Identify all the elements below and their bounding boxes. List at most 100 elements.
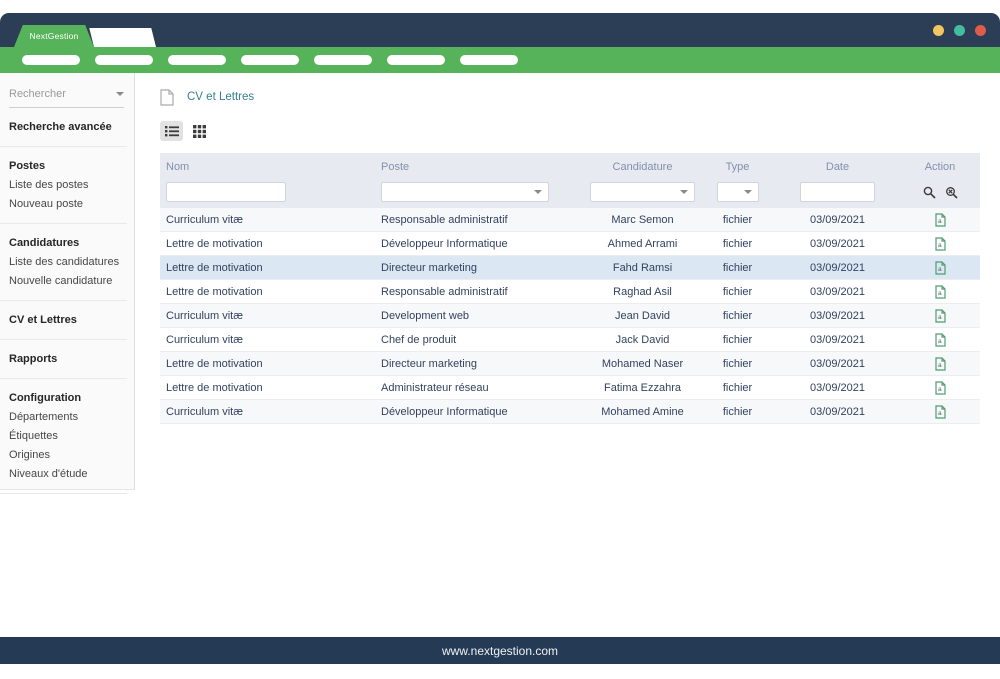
cell-poste: Responsable administratif: [381, 285, 508, 298]
open-file-button[interactable]: a: [934, 332, 946, 347]
sidebar-search-placeholder: Rechercher: [9, 88, 66, 100]
table-body: Curriculum vitæ Responsable administratif…: [160, 208, 980, 424]
sidebar-section: CV et Lettres: [0, 301, 127, 340]
sidebar-item-configuration[interactable]: Configuration: [9, 392, 82, 404]
list-view-button[interactable]: [160, 121, 183, 141]
sidebar-item-nouvelle-candidature[interactable]: Nouvelle candidature: [9, 275, 113, 287]
nav-pill-2[interactable]: [95, 55, 153, 65]
table-row[interactable]: Curriculum vitæ Responsable administratif…: [160, 208, 980, 232]
sidebar-item-nouveau-poste[interactable]: Nouveau poste: [9, 198, 83, 210]
cell-type: fichier: [722, 261, 753, 274]
nav-pill-7[interactable]: [460, 55, 518, 65]
cell-action: a: [900, 404, 980, 419]
file-pdf-icon: a: [934, 380, 946, 395]
sidebar-item-cv-et-lettres[interactable]: CV et Lettres: [9, 314, 77, 326]
column-header-nom[interactable]: Nom: [166, 160, 190, 173]
sidebar-item-liste-des-postes[interactable]: Liste des postes: [9, 179, 89, 191]
cell-poste: Développeur Informatique: [381, 237, 508, 250]
table-row[interactable]: Curriculum vitæ Chef de produit Jack David…: [160, 328, 980, 352]
nav-pill-4[interactable]: [241, 55, 299, 65]
table-row[interactable]: Lettre de motivation Responsable administ…: [160, 280, 980, 304]
table-row[interactable]: Lettre de motivation Directeur marketing F…: [160, 256, 980, 280]
sidebar-search-select[interactable]: Rechercher: [9, 88, 124, 108]
filter-candidature-select[interactable]: [590, 182, 695, 202]
cell-date: 03/09/2021: [809, 213, 866, 226]
close-dot[interactable]: [975, 24, 986, 36]
cell-action: a: [900, 380, 980, 395]
open-file-button[interactable]: a: [934, 284, 946, 299]
window-controls[interactable]: [933, 13, 986, 47]
maximize-dot[interactable]: [954, 24, 965, 36]
column-header-date[interactable]: Date: [825, 160, 850, 173]
filter-type-select[interactable]: [716, 182, 759, 202]
nav-pill-6[interactable]: [387, 55, 445, 65]
open-file-button[interactable]: a: [934, 356, 946, 371]
nav-pill-1[interactable]: [22, 55, 80, 65]
file-pdf-icon: a: [934, 212, 946, 227]
svg-text:a: a: [938, 290, 942, 297]
table-row[interactable]: Lettre de motivation Administrateur résea…: [160, 376, 980, 400]
page-title: CV et Lettres: [187, 91, 255, 103]
nav-pill-3[interactable]: [168, 55, 226, 65]
footer: www.nextgestion.com: [0, 637, 1000, 664]
filter-date-input[interactable]: [800, 182, 875, 202]
sidebar-section: Rapports: [0, 340, 127, 379]
open-file-button[interactable]: a: [934, 308, 946, 323]
table-row[interactable]: Curriculum vitæ Développeur Informatique M…: [160, 400, 980, 424]
cell-action: a: [900, 332, 980, 347]
cell-candidature: Ahmed Arrami: [607, 237, 678, 250]
svg-text:a: a: [938, 410, 942, 417]
cell-poste: Directeur marketing: [381, 261, 477, 274]
open-file-button[interactable]: a: [934, 404, 946, 419]
cell-poste: Développeur Informatique: [381, 405, 508, 418]
brand-tab[interactable]: NextGestion: [14, 25, 94, 47]
cell-action: a: [900, 260, 980, 275]
sidebar-item-recherche-avancee[interactable]: Recherche avancée: [9, 121, 112, 133]
sidebar-item-etiquettes[interactable]: Étiquettes: [9, 430, 58, 442]
grid-view-icon: [193, 124, 206, 138]
cell-type: fichier: [722, 213, 753, 226]
footer-url[interactable]: www.nextgestion.com: [441, 643, 559, 658]
filter-nom-input[interactable]: [166, 182, 286, 202]
clear-search-button[interactable]: [945, 186, 958, 199]
open-file-button[interactable]: a: [934, 380, 946, 395]
table-row[interactable]: Lettre de motivation Directeur marketing M…: [160, 352, 980, 376]
chevron-down-icon: [680, 190, 688, 194]
sidebar-item-rapports[interactable]: Rapports: [9, 353, 58, 365]
cell-poste: Development web: [381, 309, 470, 322]
document-icon: [160, 88, 174, 106]
chevron-down-icon: [534, 190, 542, 194]
column-header-poste[interactable]: Poste: [381, 160, 410, 173]
nav-pill-5[interactable]: [314, 55, 372, 65]
sidebar-item-postes[interactable]: Postes: [9, 160, 46, 172]
open-file-button[interactable]: a: [934, 212, 946, 227]
search-button[interactable]: [923, 186, 936, 199]
blank-tab: [89, 28, 156, 47]
sidebar-item-liste-des-candidatures[interactable]: Liste des candidatures: [9, 256, 120, 268]
filter-poste-select[interactable]: [381, 182, 549, 202]
table-row[interactable]: Lettre de motivation Développeur Informat…: [160, 232, 980, 256]
cell-date: 03/09/2021: [809, 333, 866, 346]
sidebar-item-origines[interactable]: Origines: [9, 449, 50, 461]
cell-action: a: [900, 356, 980, 371]
view-toggle: [160, 120, 1000, 142]
main-content: CV et Lettres: [135, 73, 1000, 490]
cell-type: fichier: [722, 309, 753, 322]
table-header: Nom Poste Candidature Type Date Action: [160, 153, 980, 208]
documents-table: Nom Poste Candidature Type Date Action: [160, 153, 980, 424]
column-header-type[interactable]: Type: [725, 160, 750, 173]
column-header-candidature[interactable]: Candidature: [612, 160, 673, 173]
cell-date: 03/09/2021: [809, 381, 866, 394]
cell-poste: Responsable administratif: [381, 213, 508, 226]
minimize-dot[interactable]: [933, 24, 944, 36]
cell-date: 03/09/2021: [809, 237, 866, 250]
sidebar-item-candidatures[interactable]: Candidatures: [9, 237, 80, 249]
open-file-button[interactable]: a: [934, 236, 946, 251]
sidebar-item-departements[interactable]: Départements: [9, 411, 79, 423]
grid-view-button[interactable]: [188, 121, 211, 141]
table-row[interactable]: Curriculum vitæ Development web Jean David…: [160, 304, 980, 328]
cell-candidature: Mohamed Naser: [601, 357, 684, 370]
cell-nom: Lettre de motivation: [166, 285, 263, 298]
open-file-button[interactable]: a: [934, 260, 946, 275]
sidebar-item-niveaux-d-etude[interactable]: Niveaux d'étude: [9, 468, 88, 480]
